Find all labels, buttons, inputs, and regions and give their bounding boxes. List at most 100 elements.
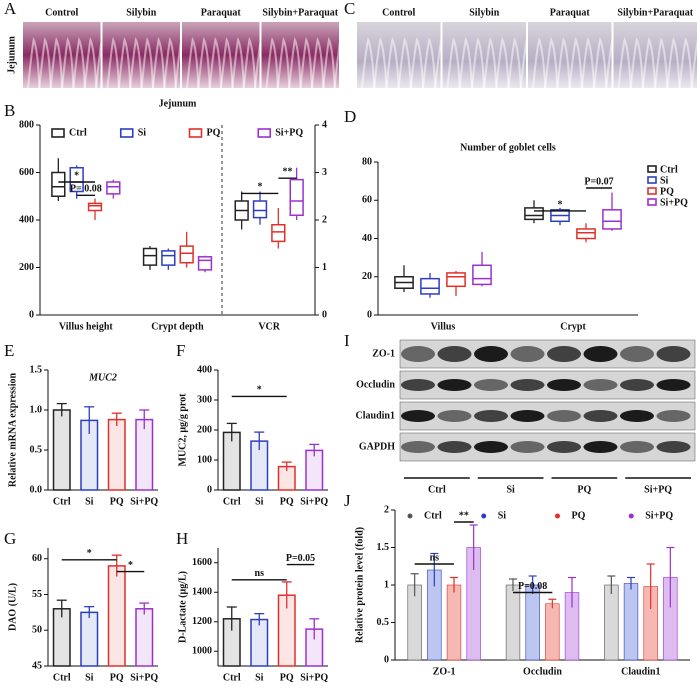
box <box>197 256 213 271</box>
tissue-fold <box>629 37 644 89</box>
blot-band <box>547 379 581 391</box>
x-tick-label: Si+PQ <box>130 672 158 683</box>
blot-band <box>401 346 435 362</box>
side-label: Jejunum <box>6 35 17 73</box>
y-tick-label: 400 <box>197 364 212 375</box>
legend-label: Si <box>660 175 669 186</box>
box <box>179 245 194 264</box>
legend-label: Ctrl <box>69 127 87 138</box>
blot-band <box>620 379 654 391</box>
y-tick-label: 80 <box>362 156 372 167</box>
panel-letter: D <box>344 107 356 126</box>
y-tick-label: 0 <box>367 309 372 320</box>
tissue-fold <box>117 36 132 89</box>
legend-label: PQ <box>572 510 586 521</box>
tissue-fold <box>641 37 657 89</box>
legend-label: Ctrl <box>424 510 442 521</box>
y-tick-label: 55 <box>32 589 42 600</box>
tissue-fold <box>580 37 596 89</box>
blot-band <box>656 379 691 391</box>
panel-letter: I <box>344 331 350 350</box>
tissue-fold <box>163 36 177 89</box>
legend-label: Si <box>138 127 147 138</box>
bar <box>623 583 639 661</box>
tissue-fold <box>593 37 608 89</box>
y-axis-label: Relative protein level (fold) <box>354 527 365 643</box>
y-tick-label: 0.0 <box>30 484 43 495</box>
blot-band <box>656 410 691 422</box>
y-tick-label: 60 <box>362 195 372 206</box>
x-tick-label: Claudin1 <box>621 666 660 677</box>
image-label: Silybin <box>469 7 499 18</box>
significance-label: * <box>558 199 563 210</box>
box <box>51 171 66 197</box>
legend-swatch <box>647 187 657 195</box>
x-tick-label: Ctrl <box>223 496 241 507</box>
blot-band <box>401 410 435 422</box>
x-tick-label: Villus height <box>59 321 113 332</box>
box <box>576 228 596 240</box>
tissue-fold <box>617 37 632 89</box>
significance-label: ns <box>255 568 265 579</box>
legend-label: Si+PQ <box>645 510 673 521</box>
blot-group-label: PQ <box>577 484 591 495</box>
box <box>87 202 103 212</box>
y-tick-label: 45 <box>32 660 42 671</box>
y-tick-label: 0 <box>207 484 212 495</box>
x-tick-label: Si+PQ <box>300 496 328 507</box>
y-tick-label: 60 <box>32 553 42 564</box>
blot-band <box>510 346 545 362</box>
blot-band <box>656 346 691 362</box>
y-tick-label: 1200 <box>192 616 212 627</box>
image-label: Control <box>45 7 78 18</box>
tissue-fold <box>495 37 510 89</box>
chart-title: MUC2 <box>88 372 117 383</box>
panel-letter: B <box>4 101 15 120</box>
legend-label: Ctrl <box>660 164 678 175</box>
significance-label: * <box>128 560 133 571</box>
blot-group-label: Si+PQ <box>644 484 672 495</box>
x-tick-label: ZO-1 <box>433 666 456 677</box>
blot-band <box>474 410 508 422</box>
x-tick-label: Crypt depth <box>151 321 204 332</box>
blot-group-label: Ctrl <box>428 484 446 495</box>
x-tick-label: PQ <box>110 496 124 507</box>
tissue-fold <box>483 37 498 89</box>
blot-band <box>583 441 618 453</box>
tissue-fold <box>373 37 388 89</box>
tissue-fold <box>446 37 461 89</box>
y-tick-label: 800 <box>19 119 34 130</box>
y-tick-label: 1.5 <box>30 364 43 375</box>
significance-label: ** <box>459 510 469 521</box>
bar <box>107 418 126 491</box>
tissue-fold <box>654 37 669 89</box>
legend-swatch <box>628 513 634 519</box>
x-tick-label: Si <box>85 672 94 683</box>
legend-label: PQ <box>660 186 674 197</box>
significance-label: P=0.08 <box>518 581 547 592</box>
x-tick-label: Si <box>255 496 264 507</box>
bar <box>80 611 99 667</box>
tissue-fold <box>409 37 425 89</box>
blot-band <box>474 346 508 362</box>
y-tick-label: 200 <box>19 262 34 273</box>
blot-row-label: GAPDH <box>359 441 395 452</box>
tissue-fold <box>140 36 154 89</box>
panel-letter: J <box>344 491 351 510</box>
y-tick-label: 0 <box>29 309 34 320</box>
tissue-fold <box>556 37 571 89</box>
blot-row-label: Occludin <box>356 379 395 390</box>
x-tick-label: PQ <box>110 672 124 683</box>
panel-letter: G <box>4 529 16 548</box>
blot-band <box>620 410 654 422</box>
tissue-fold <box>544 37 559 89</box>
blot-band <box>620 346 654 362</box>
y-axis-label: Relative mRNA expression <box>7 372 18 487</box>
legend-swatch <box>119 128 134 138</box>
bar <box>135 418 154 491</box>
bar <box>545 603 560 661</box>
panel-letter: A <box>4 0 17 18</box>
significance-label: * <box>258 182 263 193</box>
tissue-fold <box>276 36 291 89</box>
legend-swatch <box>647 165 657 173</box>
